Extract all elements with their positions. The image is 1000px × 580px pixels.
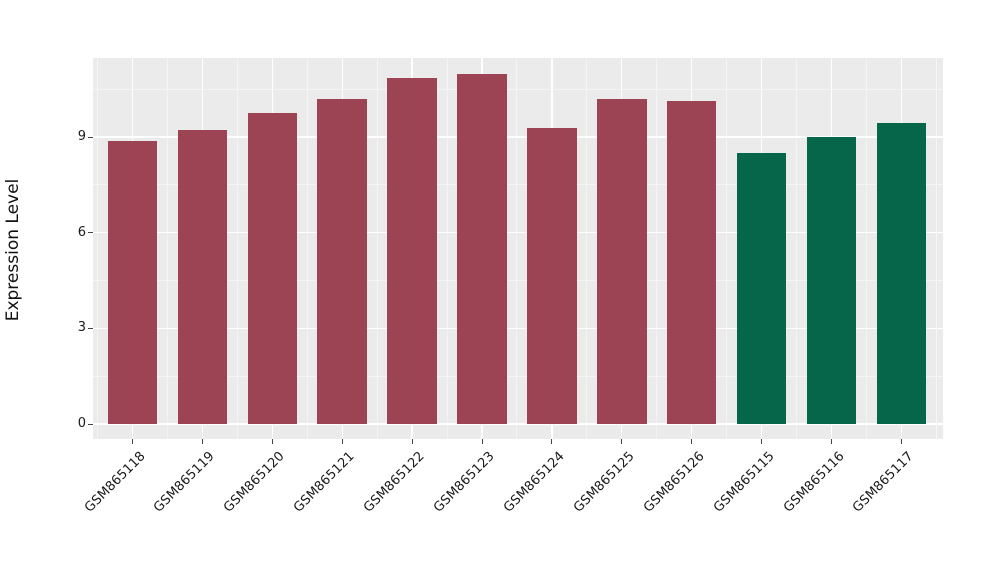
y-tick-label: 9 <box>77 129 86 145</box>
grid-minor-vline <box>446 58 448 439</box>
grid-major-hline <box>93 327 943 330</box>
x-tickmark <box>691 439 693 444</box>
x-tickmark <box>271 439 273 444</box>
x-tickmark <box>132 439 133 444</box>
x-tick-label-GSM865126: GSM865126 <box>640 449 708 516</box>
y-tickmark <box>88 136 93 138</box>
x-tickmark <box>481 439 483 444</box>
y-axis-title: Expression Level <box>3 178 23 322</box>
bar-GSM865126 <box>666 101 717 424</box>
grid-minor-vline <box>935 58 937 439</box>
y-tickmark <box>88 327 93 329</box>
x-tick-label-GSM865119: GSM865119 <box>151 449 218 516</box>
grid-minor-vline <box>656 58 658 439</box>
x-tick-label-GSM865125: GSM865125 <box>570 449 638 516</box>
grid-minor-vline <box>376 58 378 439</box>
y-tickmark <box>88 423 93 425</box>
bar-GSM865117 <box>876 123 927 424</box>
x-tick-label-GSM865118: GSM865118 <box>81 449 149 516</box>
grid-minor-vline <box>865 58 867 439</box>
grid-minor-hline <box>93 375 943 377</box>
y-tick-label: 0 <box>77 416 86 431</box>
grid-major-hline <box>93 232 943 234</box>
x-tick-label-GSM865121: GSM865121 <box>291 449 358 516</box>
bar-GSM865123 <box>457 73 507 424</box>
x-tick-label-GSM865117: GSM865117 <box>850 449 917 516</box>
grid-major-hline <box>93 136 943 138</box>
grid-minor-vline <box>586 58 588 439</box>
grid-minor-hline <box>93 88 943 90</box>
x-tick-label-GSM865116: GSM865116 <box>780 449 848 516</box>
grid-minor-hline <box>93 280 943 282</box>
x-tick-label-GSM865120: GSM865120 <box>221 449 288 516</box>
bar-GSM865122 <box>387 77 437 424</box>
bar-GSM865115 <box>736 153 787 424</box>
bar-GSM865119 <box>177 130 228 424</box>
x-tickmark <box>621 439 623 444</box>
x-tick-label-GSM865123: GSM865123 <box>431 449 498 516</box>
bar-GSM865125 <box>597 98 647 424</box>
grid-minor-vline <box>516 58 518 439</box>
bar-GSM865124 <box>527 127 577 424</box>
grid-minor-vline <box>796 58 798 439</box>
grid-major-hline <box>93 423 943 425</box>
y-tick-label: 3 <box>77 320 86 336</box>
y-tick-label: 6 <box>77 224 86 240</box>
grid-minor-vline <box>236 58 238 439</box>
x-tick-label-GSM865124: GSM865124 <box>500 449 568 516</box>
x-tickmark <box>551 439 553 444</box>
grid-minor-vline <box>166 58 168 439</box>
x-tickmark <box>900 439 902 444</box>
grid-minor-vline <box>306 58 308 439</box>
plot-panel <box>93 58 943 439</box>
x-tickmark <box>831 439 832 444</box>
x-tickmark <box>411 439 413 444</box>
bar-GSM865118 <box>107 141 158 424</box>
grid-minor-vline <box>97 58 99 439</box>
bar-GSM865116 <box>806 137 857 424</box>
x-tick-label-GSM865122: GSM865122 <box>361 449 428 516</box>
x-tick-label-GSM865115: GSM865115 <box>710 449 778 516</box>
bar-GSM865121 <box>317 99 367 424</box>
grid-minor-hline <box>93 184 943 186</box>
x-tickmark <box>201 439 203 444</box>
x-tickmark <box>761 439 763 444</box>
y-tickmark <box>88 232 93 234</box>
bar-GSM865120 <box>247 113 298 424</box>
x-tickmark <box>341 439 343 444</box>
grid-minor-vline <box>726 58 728 439</box>
